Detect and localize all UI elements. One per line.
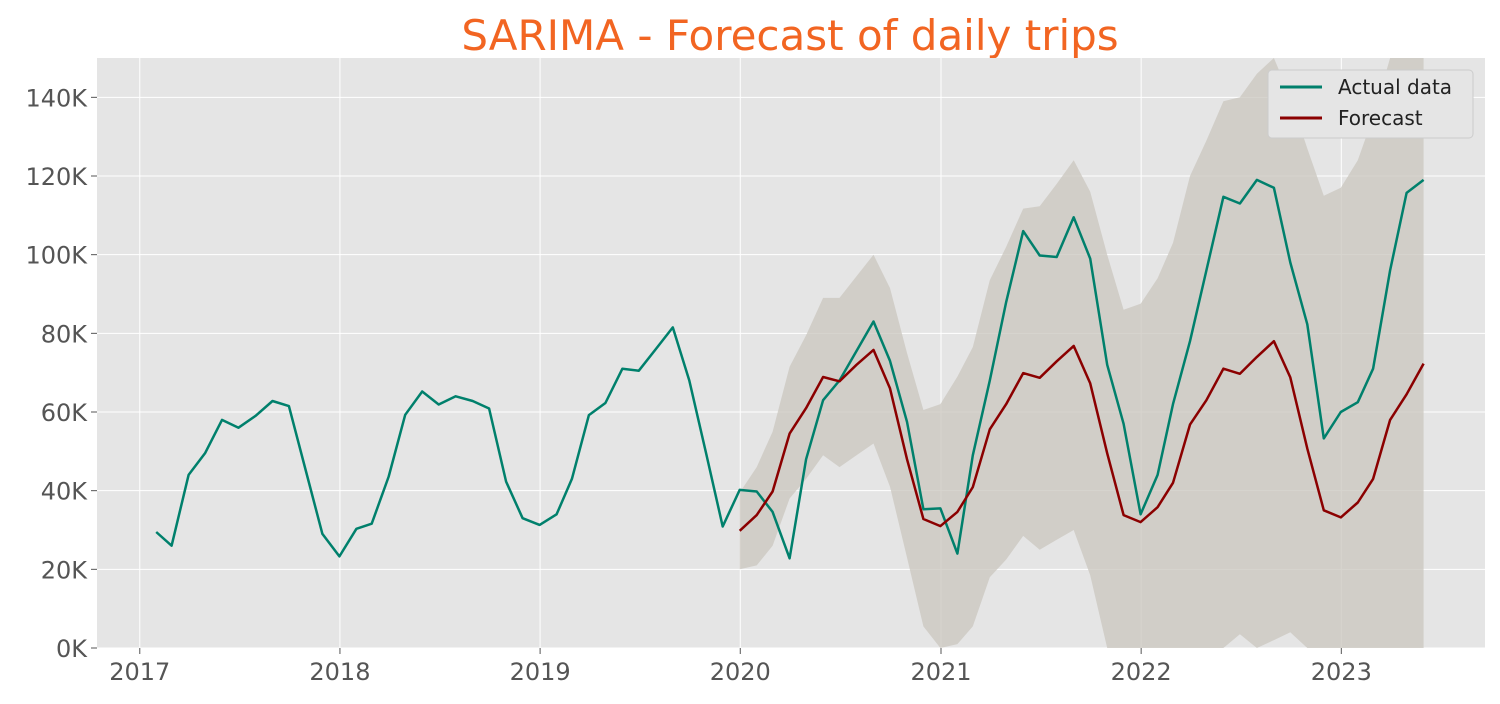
y-tick-label: 120K	[25, 163, 88, 191]
legend: Actual data Forecast	[1267, 69, 1474, 139]
series-line-forecast	[738, 339, 1425, 532]
x-tick-label: 2023	[1311, 658, 1372, 686]
y-tick-label: 20K	[41, 556, 89, 584]
y-tick-label: 80K	[41, 320, 89, 348]
x-tick-label: 2022	[1111, 658, 1172, 686]
y-tick-label: 100K	[25, 242, 88, 270]
x-tick-label: 2017	[109, 658, 170, 686]
y-tick-label: 140K	[25, 84, 88, 112]
x-tick-label: 2018	[309, 658, 370, 686]
y-tick-label: 60K	[41, 399, 89, 427]
series-line-actual-data	[155, 178, 1425, 560]
confidence-band	[739, 58, 1424, 648]
y-tick-label: 40K	[41, 478, 89, 506]
confidence-band-layer	[739, 58, 1424, 648]
x-tick-label: 2019	[510, 658, 571, 686]
legend-label-actual-data: Actual data	[1338, 75, 1452, 99]
chart-title: SARIMA - Forecast of daily trips	[461, 11, 1118, 60]
y-tick-label: 0K	[56, 635, 88, 663]
axes: 0K 20K 40K 60K 80K 100K 120K 140K 2017 2018 2019 20…	[25, 84, 1371, 686]
x-tick-label: 2021	[910, 658, 971, 686]
x-tick-label: 2020	[710, 658, 771, 686]
series-layer	[155, 178, 1425, 560]
legend-label-forecast: Forecast	[1338, 106, 1423, 130]
